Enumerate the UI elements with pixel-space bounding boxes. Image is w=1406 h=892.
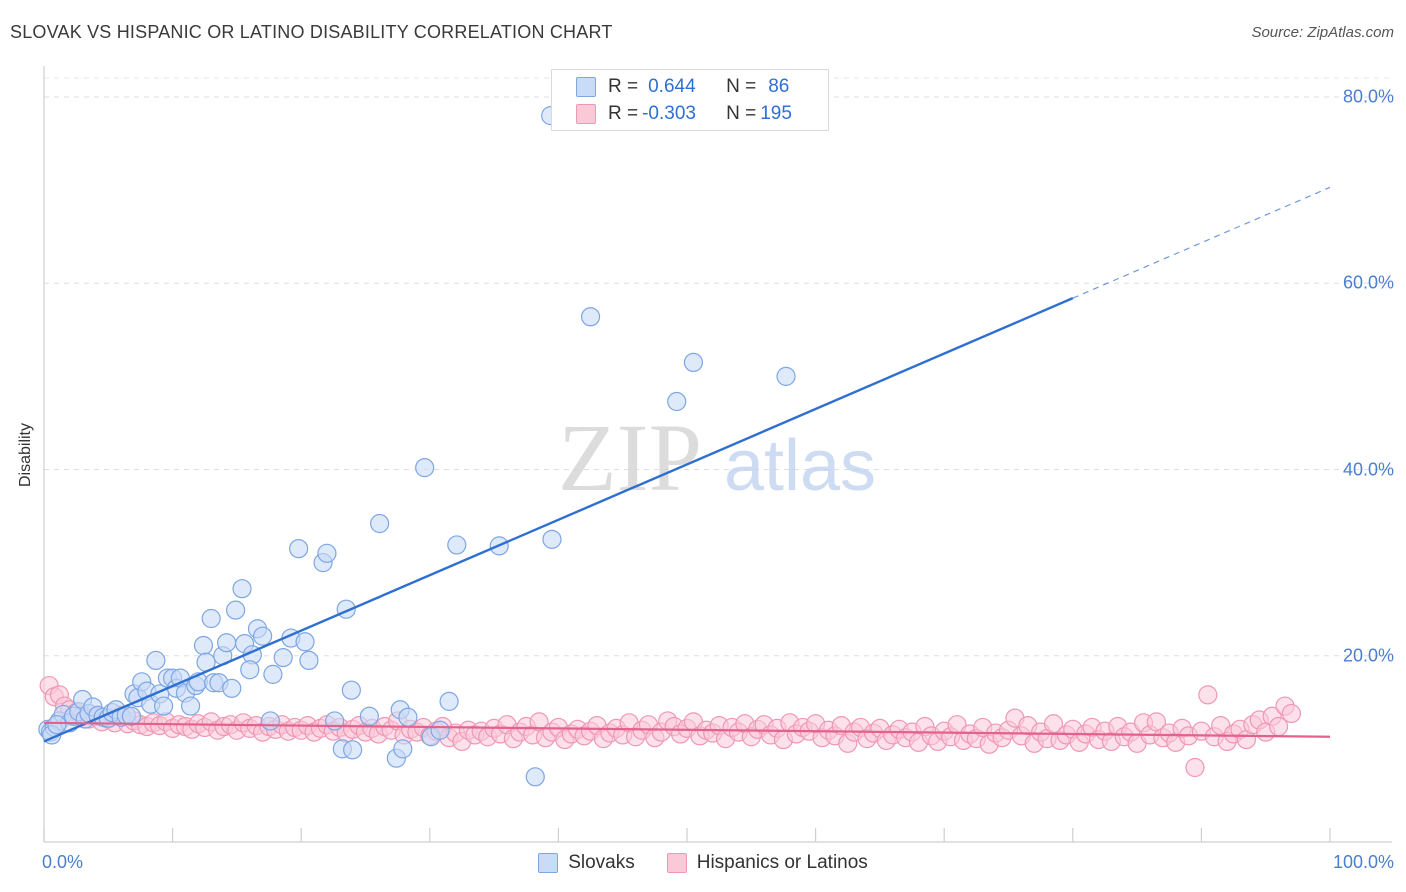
x-tick-min: 0.0% bbox=[42, 852, 84, 872]
legend-item-slovaks[interactable]: Slovaks bbox=[538, 852, 635, 874]
hispanics-swatch bbox=[576, 104, 596, 124]
slovaks-point bbox=[447, 535, 467, 555]
hispanics-point bbox=[1198, 685, 1218, 705]
r-label: R = bbox=[608, 76, 639, 97]
slovaks-point bbox=[273, 648, 293, 668]
legend-row-slovaks: R = 0.644 N = 86 bbox=[576, 75, 789, 99]
slovaks-point bbox=[232, 579, 252, 599]
watermark-atlas: atlas bbox=[724, 426, 876, 506]
hispanics-point bbox=[1281, 703, 1302, 724]
slovaks-point bbox=[222, 678, 242, 698]
slovaks-point bbox=[201, 608, 221, 629]
slovaks-point bbox=[667, 391, 687, 412]
slovaks-point bbox=[181, 696, 201, 716]
slovaks-legend-swatch bbox=[538, 853, 559, 873]
n-label: N = bbox=[726, 103, 757, 124]
slovaks-point bbox=[146, 650, 166, 671]
slovaks-point bbox=[153, 696, 174, 716]
gridlines bbox=[44, 77, 1392, 657]
chart-title: SLOVAK VS HISPANIC OR LATINO DISABILITY … bbox=[10, 22, 613, 42]
legend-row-hispanics: R = -0.303 N = 195 bbox=[576, 102, 792, 126]
slovaks-point bbox=[343, 740, 363, 760]
slovaks-point bbox=[121, 706, 142, 726]
slovaks-point bbox=[776, 366, 796, 386]
legend-item-hispanics[interactable]: Hispanics or Latinos bbox=[666, 852, 868, 874]
slovaks-point bbox=[415, 458, 435, 478]
slovaks-trend-extension bbox=[1072, 186, 1331, 299]
slovaks-point bbox=[398, 707, 418, 727]
correlation-legend: R = 0.644 N = 86 R = -0.303 N = 195 bbox=[551, 69, 829, 131]
y-tick-60: 60.0% bbox=[1342, 272, 1394, 293]
legend-label-slovaks: Slovaks bbox=[568, 852, 635, 873]
hispanics-legend-swatch bbox=[666, 853, 687, 873]
r-value-slovaks: 0.644 bbox=[648, 76, 696, 97]
series-legend: Slovaks Hispanics or Latinos bbox=[0, 852, 1406, 874]
slovaks-point bbox=[580, 307, 601, 327]
y-tick-40: 40.0% bbox=[1342, 459, 1394, 479]
slovaks-point bbox=[226, 600, 246, 620]
slovaks-point bbox=[370, 513, 390, 534]
watermark-zip: ZIP bbox=[558, 404, 702, 511]
slovaks-point bbox=[325, 711, 345, 731]
slovaks-point bbox=[525, 767, 545, 787]
slovaks-point bbox=[260, 711, 280, 731]
x-tick-max: 100.0% bbox=[1332, 852, 1394, 872]
hispanics-trend-line bbox=[43, 721, 1331, 738]
slovaks-point bbox=[253, 626, 273, 646]
slovaks-trend-line bbox=[43, 297, 1074, 743]
slovaks-point bbox=[295, 632, 315, 652]
legend-label-hispanics: Hispanics or Latinos bbox=[696, 852, 868, 873]
y-tick-80: 80.0% bbox=[1342, 86, 1394, 107]
slovaks-swatch bbox=[576, 77, 596, 97]
slovaks-point bbox=[683, 352, 704, 373]
n-value-slovaks: 86 bbox=[768, 76, 790, 97]
source-label: Source: ZipAtlas.com bbox=[1251, 24, 1394, 41]
slovaks-point bbox=[341, 680, 361, 700]
slovaks-point bbox=[47, 715, 67, 735]
slovaks-point bbox=[299, 650, 319, 671]
slovaks-point bbox=[240, 660, 260, 680]
axes bbox=[43, 66, 1392, 843]
slovaks-point bbox=[393, 739, 413, 759]
slovaks-point bbox=[542, 529, 562, 549]
slovaks-point bbox=[217, 633, 237, 653]
hispanics-point bbox=[1185, 757, 1205, 778]
slovaks-point bbox=[430, 720, 450, 740]
n-value-hispanics: 195 bbox=[760, 103, 792, 124]
slovaks-point bbox=[263, 664, 283, 684]
slovaks-point bbox=[317, 543, 337, 563]
r-label: R = bbox=[608, 103, 639, 124]
slovaks-point bbox=[289, 539, 309, 559]
n-label: N = bbox=[726, 76, 757, 97]
slovaks-point bbox=[359, 706, 379, 726]
watermark: ZIP atlas bbox=[558, 404, 876, 511]
y-tick-20: 20.0% bbox=[1342, 645, 1394, 666]
slovaks-point bbox=[193, 635, 214, 656]
r-value-hispanics: -0.303 bbox=[642, 103, 696, 124]
slovaks-point bbox=[439, 691, 459, 711]
trend-lines bbox=[43, 186, 1331, 743]
